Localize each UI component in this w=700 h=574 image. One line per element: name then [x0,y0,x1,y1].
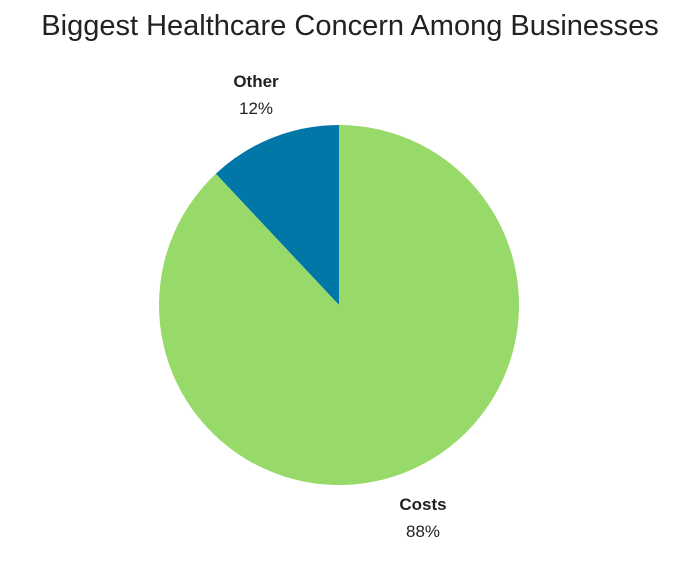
slice-value-costs: 88% [406,522,440,541]
slice-value-other: 12% [239,99,273,118]
pie-slices [159,125,520,485]
slice-label-costs: Costs [399,495,446,514]
pie-slice-costs [159,125,520,485]
pie-slice-other [215,125,339,305]
chart-title: Biggest Healthcare Concern Among Busines… [41,10,659,42]
pie-labels: Other 12% Costs 88% [233,72,446,541]
slice-label-other: Other [233,72,279,91]
